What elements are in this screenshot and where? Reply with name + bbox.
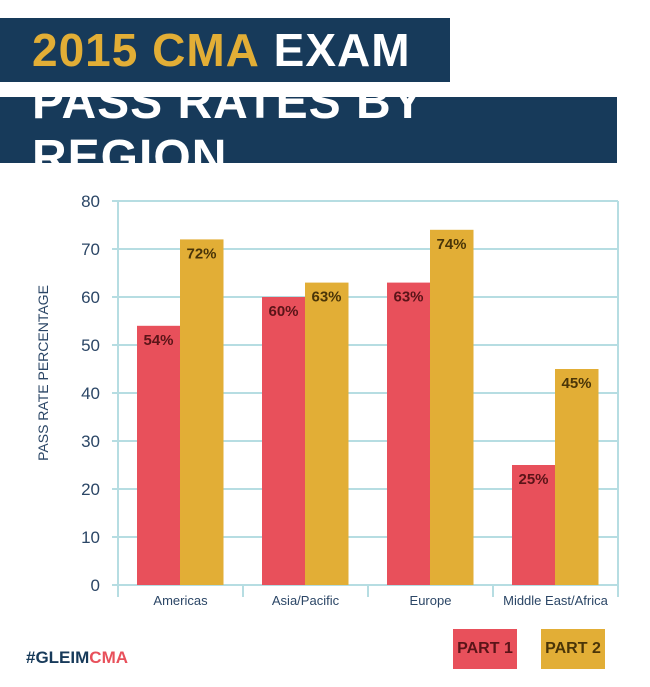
bar — [137, 325, 181, 585]
data-label: 25% — [518, 471, 548, 488]
y-tick-label: 40 — [81, 384, 100, 403]
hashtag-prefix: #GLEIM — [26, 648, 90, 667]
data-label: 45% — [561, 375, 591, 392]
bar — [512, 465, 556, 585]
x-tick-label: Asia/Pacific — [272, 593, 340, 608]
data-label: 54% — [143, 332, 173, 349]
y-tick-label: 80 — [81, 192, 100, 211]
title-highlight: 2015 CMA — [32, 24, 260, 76]
bar — [555, 369, 599, 585]
data-label: 74% — [436, 236, 466, 253]
y-tick-label: 70 — [81, 240, 100, 259]
title-rest: EXAM — [273, 24, 411, 76]
y-tick-label: 50 — [81, 336, 100, 355]
data-label: 72% — [186, 245, 216, 262]
y-tick-label: 30 — [81, 432, 100, 451]
bar — [305, 282, 349, 585]
title-banner-2: PASS RATES BY REGION — [0, 76, 617, 184]
y-tick-label: 0 — [91, 576, 100, 595]
data-label: 60% — [268, 303, 298, 320]
bar — [430, 229, 474, 586]
bar — [262, 297, 306, 585]
hashtag-suffix: CMA — [89, 648, 129, 667]
y-axis-label: PASS RATE PERCENTAGE — [35, 285, 51, 461]
bar — [387, 282, 431, 585]
title-line-2: PASS RATES BY REGION — [32, 76, 424, 184]
legend-part-1: PART 1 — [453, 629, 517, 669]
x-tick-label: Middle East/Africa — [503, 593, 609, 608]
bar — [180, 239, 224, 585]
y-tick-label: 10 — [81, 528, 100, 547]
x-tick-label: Europe — [410, 593, 452, 608]
x-tick-label: Americas — [153, 593, 208, 608]
y-tick-label: 60 — [81, 288, 100, 307]
legend-part-2: PART 2 — [541, 629, 605, 669]
y-tick-label: 20 — [81, 480, 100, 499]
hashtag: #GLEIMCMA — [26, 648, 128, 668]
data-label: 63% — [393, 289, 423, 306]
data-label: 63% — [311, 289, 341, 306]
title-banner-1: 2015 CMA EXAM — [0, 18, 450, 82]
